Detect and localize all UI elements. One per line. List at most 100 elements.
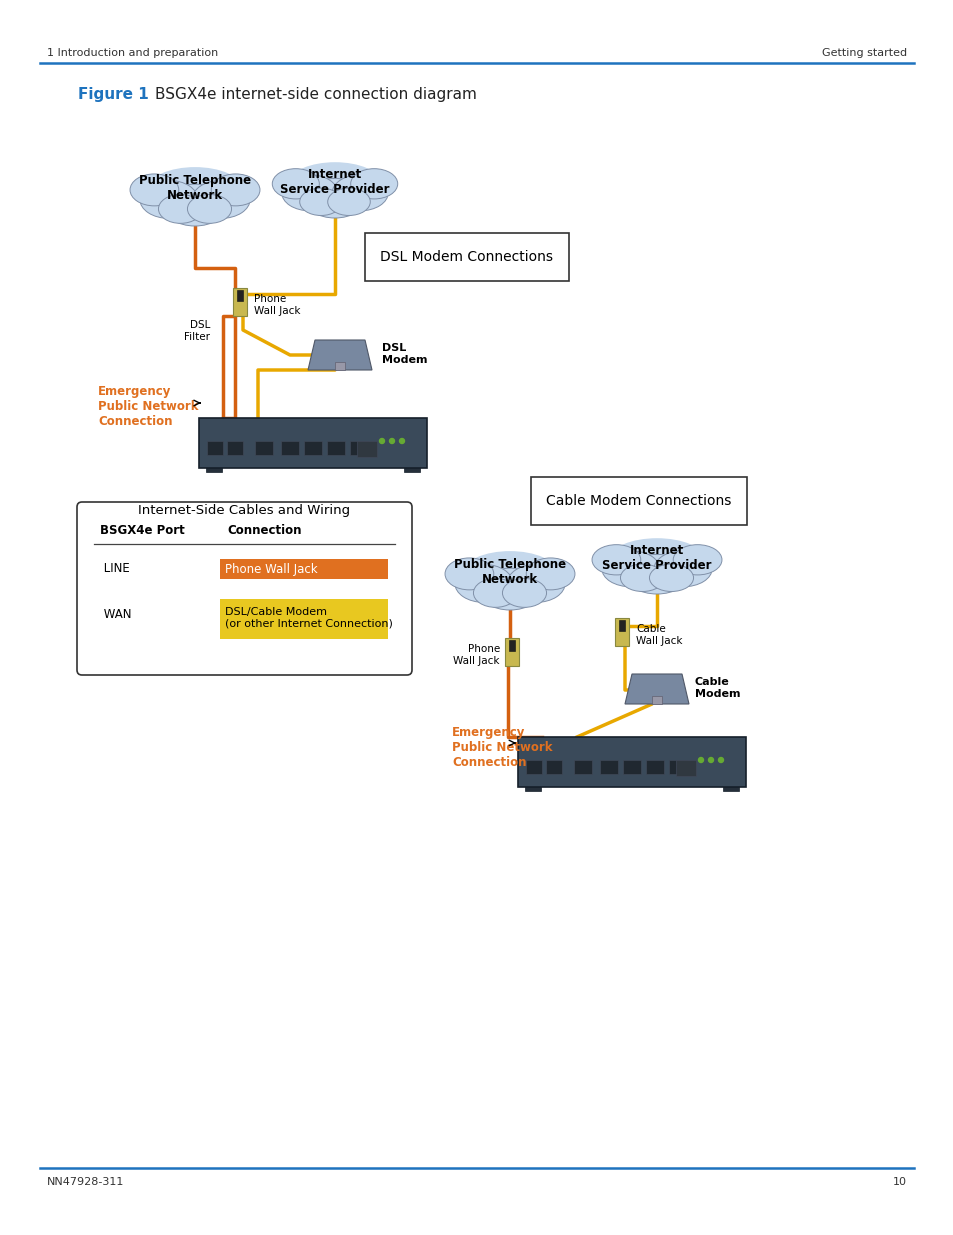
Text: BSGX4e Port: BSGX4e Port <box>100 524 185 537</box>
Bar <box>350 441 368 454</box>
Ellipse shape <box>463 551 556 593</box>
Ellipse shape <box>304 178 365 219</box>
Ellipse shape <box>272 169 319 199</box>
Bar <box>227 441 243 454</box>
Bar <box>525 760 541 774</box>
Ellipse shape <box>654 551 711 587</box>
Text: 1 Introduction and preparation: 1 Introduction and preparation <box>47 48 218 58</box>
Ellipse shape <box>192 180 250 219</box>
FancyBboxPatch shape <box>531 477 746 525</box>
Text: BSGX4e internet-side connection diagram: BSGX4e internet-side connection diagram <box>154 88 476 103</box>
Bar <box>356 441 376 457</box>
Text: Phone
Wall Jack: Phone Wall Jack <box>453 643 499 666</box>
Bar <box>504 638 518 666</box>
Ellipse shape <box>149 167 241 209</box>
Ellipse shape <box>163 184 227 226</box>
Polygon shape <box>624 674 688 704</box>
Text: Figure 1: Figure 1 <box>78 88 149 103</box>
Bar <box>615 618 628 646</box>
Text: DSL
Filter: DSL Filter <box>184 320 210 342</box>
Polygon shape <box>308 340 372 370</box>
Circle shape <box>379 438 384 443</box>
Ellipse shape <box>526 558 575 590</box>
Text: Emergency
Public Network
Connection: Emergency Public Network Connection <box>452 726 552 769</box>
Bar <box>524 785 540 790</box>
Bar <box>327 441 345 454</box>
Bar <box>668 760 686 774</box>
Text: Emergency
Public Network
Connection: Emergency Public Network Connection <box>98 385 198 429</box>
Text: Cable
Modem: Cable Modem <box>695 677 740 699</box>
Text: 10: 10 <box>892 1177 906 1187</box>
Bar <box>207 441 223 454</box>
Text: Public Telephone
Network: Public Telephone Network <box>454 558 565 585</box>
Ellipse shape <box>299 188 342 215</box>
Ellipse shape <box>211 174 259 206</box>
Text: LINE: LINE <box>100 562 130 576</box>
Ellipse shape <box>455 564 513 603</box>
Bar <box>651 697 661 704</box>
Text: Internet
Service Provider: Internet Service Provider <box>280 168 390 196</box>
Ellipse shape <box>130 174 178 206</box>
Ellipse shape <box>624 555 688 594</box>
Circle shape <box>708 757 713 762</box>
Ellipse shape <box>351 169 397 199</box>
Ellipse shape <box>140 180 197 219</box>
Ellipse shape <box>601 551 659 587</box>
Bar <box>281 441 298 454</box>
Ellipse shape <box>281 175 337 211</box>
Text: WAN: WAN <box>100 609 132 621</box>
Circle shape <box>698 757 702 762</box>
Ellipse shape <box>592 545 640 576</box>
Circle shape <box>718 757 722 762</box>
Text: Phone Wall Jack: Phone Wall Jack <box>225 562 317 576</box>
Circle shape <box>389 438 395 443</box>
Text: DSL
Modem: DSL Modem <box>381 343 427 364</box>
Ellipse shape <box>290 162 379 201</box>
Text: Public Telephone
Network: Public Telephone Network <box>139 174 251 203</box>
Bar <box>618 620 624 631</box>
Bar <box>220 559 388 579</box>
Text: Internet-Side Cables and Wiring: Internet-Side Cables and Wiring <box>138 504 350 517</box>
Text: Phone
Wall Jack: Phone Wall Jack <box>253 294 300 316</box>
Bar <box>545 760 561 774</box>
FancyBboxPatch shape <box>365 233 568 282</box>
Bar <box>509 640 515 651</box>
Bar <box>220 599 388 638</box>
FancyBboxPatch shape <box>199 417 427 468</box>
Text: Connection: Connection <box>227 524 301 537</box>
Text: NN47928-311: NN47928-311 <box>47 1177 124 1187</box>
Ellipse shape <box>619 564 664 592</box>
Ellipse shape <box>507 564 564 603</box>
Text: Cable Modem Connections: Cable Modem Connections <box>546 494 731 508</box>
Bar <box>304 441 322 454</box>
Text: Getting started: Getting started <box>821 48 906 58</box>
Ellipse shape <box>673 545 721 576</box>
Bar <box>599 760 618 774</box>
Ellipse shape <box>158 194 202 224</box>
Bar <box>622 760 640 774</box>
Text: DSL Modem Connections: DSL Modem Connections <box>380 249 553 264</box>
FancyBboxPatch shape <box>517 737 745 787</box>
Ellipse shape <box>187 194 232 224</box>
Bar <box>722 785 739 790</box>
Bar <box>676 760 696 776</box>
Bar <box>206 467 222 472</box>
Ellipse shape <box>328 188 370 215</box>
Ellipse shape <box>473 578 517 608</box>
FancyBboxPatch shape <box>77 501 412 676</box>
Bar <box>335 362 345 370</box>
Bar <box>645 760 663 774</box>
Ellipse shape <box>649 564 693 592</box>
Text: Internet
Service Provider: Internet Service Provider <box>601 543 711 572</box>
Bar <box>254 441 273 454</box>
Text: Cable
Wall Jack: Cable Wall Jack <box>636 624 681 646</box>
Bar <box>236 290 243 301</box>
Circle shape <box>399 438 404 443</box>
Ellipse shape <box>477 568 541 610</box>
Ellipse shape <box>444 558 494 590</box>
Ellipse shape <box>502 578 546 608</box>
Ellipse shape <box>332 175 388 211</box>
Bar <box>403 467 419 472</box>
Bar <box>574 760 592 774</box>
Bar <box>233 288 247 316</box>
